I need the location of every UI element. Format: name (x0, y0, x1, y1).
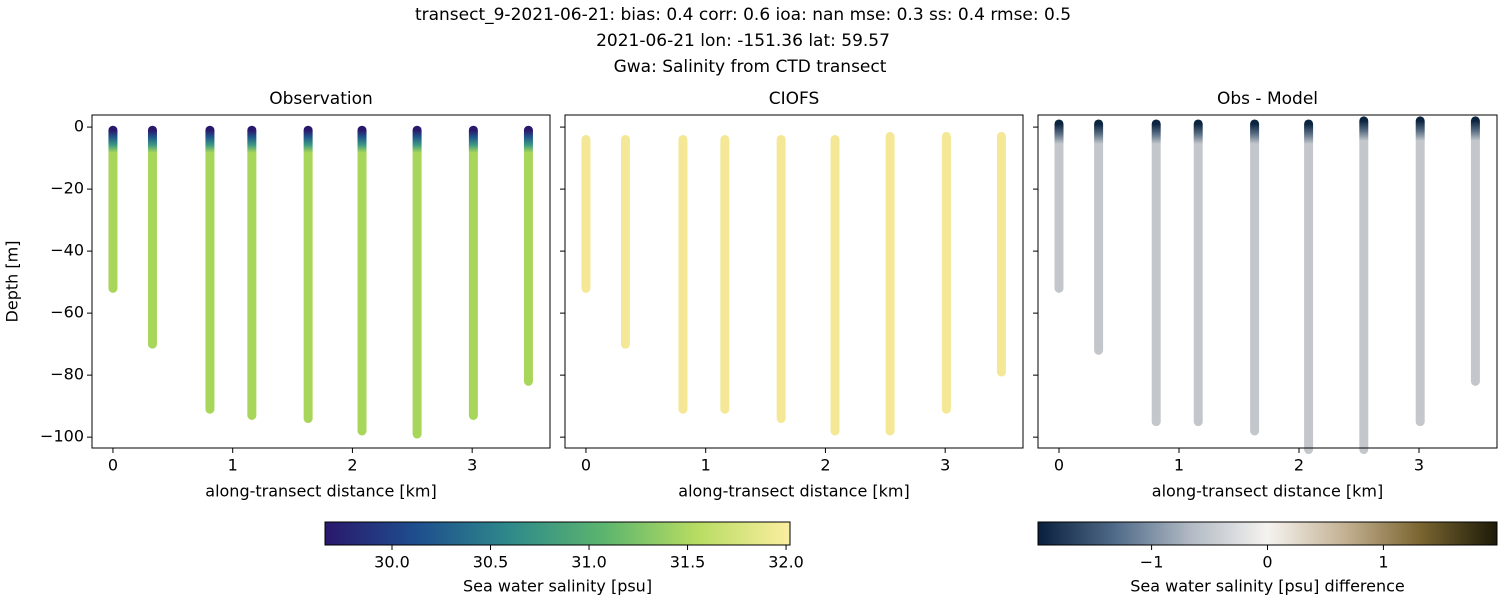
colorbar-label: Sea water salinity [psu] (463, 577, 652, 596)
colorbar-tick-label: 1 (1378, 553, 1388, 572)
colorbar-tick-label: 32.0 (768, 553, 804, 572)
axes-frame (91, 114, 551, 449)
x-axis-label: along-transect distance [km] (1152, 482, 1383, 501)
figure-title: transect_9-2021-06-21: bias: 0.4 corr: 0… (415, 5, 1071, 25)
panel-title: Obs - Model (1217, 89, 1318, 109)
axes-frame (1037, 114, 1498, 449)
x-tick-label: 0 (581, 456, 591, 475)
x-tick-label: 1 (1174, 456, 1184, 475)
colorbar-tick-label: 31.0 (571, 553, 607, 572)
y-axis-label: Depth [m] (3, 241, 22, 323)
x-tick-label: 0 (108, 456, 118, 475)
x-tick-label: 1 (701, 456, 711, 475)
colorbar-tick-label: 30.0 (374, 553, 410, 572)
colorbar (324, 521, 791, 546)
panel-title: Observation (269, 89, 373, 109)
x-tick-label: 2 (1294, 456, 1304, 475)
x-tick-label: 1 (228, 456, 238, 475)
x-tick-label: 3 (940, 456, 950, 475)
y-tick-label: −80 (50, 365, 84, 384)
x-tick-label: 2 (347, 456, 357, 475)
y-tick-label: −40 (50, 241, 84, 260)
panel-title: CIOFS (769, 89, 820, 109)
colorbar-label: Sea water salinity [psu] difference (1130, 577, 1405, 596)
x-tick-label: 2 (820, 456, 830, 475)
x-tick-label: 3 (1414, 456, 1424, 475)
colorbar-tick-label: 30.5 (473, 553, 509, 572)
colorbar-tick-label: 31.5 (670, 553, 706, 572)
colorbar (1037, 521, 1498, 546)
axes-frame (564, 114, 1024, 449)
x-tick-label: 3 (467, 456, 477, 475)
figure-title: Gwa: Salinity from CTD transect (614, 57, 887, 77)
colorbar-tick-label: −1 (1140, 553, 1164, 572)
x-axis-label: along-transect distance [km] (205, 482, 436, 501)
y-tick-label: −60 (50, 303, 84, 322)
x-tick-label: 0 (1054, 456, 1064, 475)
colorbar-tick-label: 0 (1262, 553, 1272, 572)
y-tick-label: 0 (74, 117, 84, 136)
figure-title: 2021-06-21 lon: -151.36 lat: 59.57 (596, 31, 890, 51)
x-axis-label: along-transect distance [km] (678, 482, 909, 501)
y-tick-label: −20 (50, 179, 84, 198)
y-tick-label: −100 (40, 427, 84, 446)
